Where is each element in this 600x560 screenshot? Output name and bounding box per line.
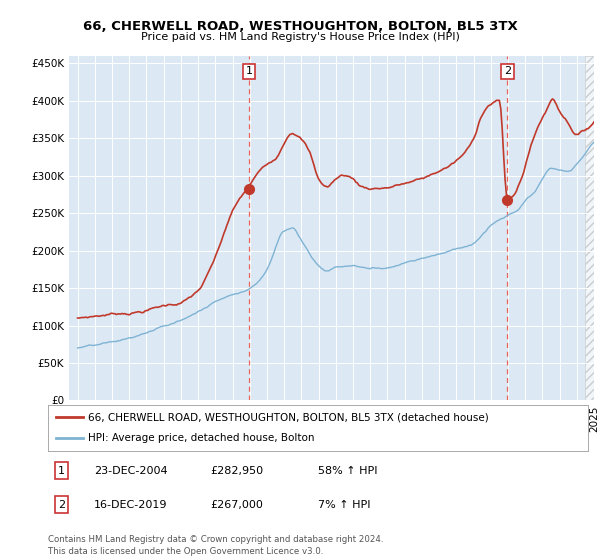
Text: 23-DEC-2004: 23-DEC-2004	[94, 465, 167, 475]
Text: 58% ↑ HPI: 58% ↑ HPI	[318, 465, 377, 475]
Text: Price paid vs. HM Land Registry's House Price Index (HPI): Price paid vs. HM Land Registry's House …	[140, 32, 460, 43]
Text: HPI: Average price, detached house, Bolton: HPI: Average price, detached house, Bolt…	[89, 433, 315, 444]
Text: 2: 2	[58, 500, 65, 510]
Text: 66, CHERWELL ROAD, WESTHOUGHTON, BOLTON, BL5 3TX: 66, CHERWELL ROAD, WESTHOUGHTON, BOLTON,…	[83, 20, 517, 32]
Text: £267,000: £267,000	[210, 500, 263, 510]
Text: 66, CHERWELL ROAD, WESTHOUGHTON, BOLTON, BL5 3TX (detached house): 66, CHERWELL ROAD, WESTHOUGHTON, BOLTON,…	[89, 412, 489, 422]
Text: £282,950: £282,950	[210, 465, 263, 475]
Text: Contains HM Land Registry data © Crown copyright and database right 2024.
This d: Contains HM Land Registry data © Crown c…	[48, 535, 383, 556]
Text: 2: 2	[503, 67, 511, 77]
Text: 16-DEC-2019: 16-DEC-2019	[94, 500, 167, 510]
Text: 7% ↑ HPI: 7% ↑ HPI	[318, 500, 371, 510]
Text: 1: 1	[58, 465, 65, 475]
Text: 1: 1	[246, 67, 253, 77]
